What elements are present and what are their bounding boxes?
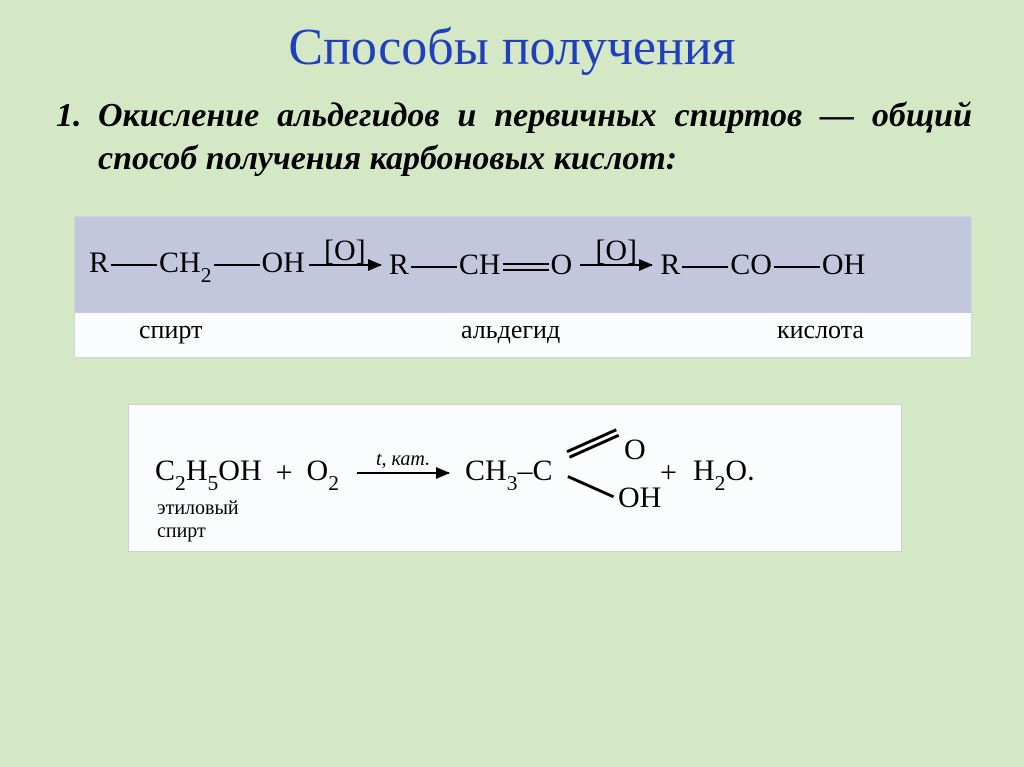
species-labels-row: спирт альдегид кислота [75,313,971,357]
product-acetic-acid: CH3–C O OH [465,439,652,507]
species-aldehyde: RCHO [389,248,572,282]
page-title: Способы получения [34,18,990,77]
reactant-oxygen: O2 [307,454,339,493]
species-label: спирт [139,315,202,345]
reaction-scheme-example: C2H5OH + O2 t, кат. CH3–C O OH + H2O. эт… [128,404,902,552]
arrow-label: [O] [324,234,366,268]
plus-sign: + [660,456,677,490]
list-number: 1. [56,95,82,138]
product-water: H2O. [693,454,755,493]
arrow-label: t, кат. [376,448,430,471]
species-acid: RCOOH [660,248,865,282]
plus-sign: + [276,456,293,490]
arrow-label: [O] [595,234,637,268]
reactant-ethanol: C2H5OH [155,454,262,493]
reaction-arrow: t, кат. [357,472,449,475]
reaction-arrow: [O] [580,264,652,266]
reaction-arrow: [O] [309,264,381,266]
body-text: Окисление альдегидов и первичных спиртов… [98,97,972,177]
reactant-label: этиловый спирт [157,497,239,543]
body-paragraph: 1. Окисление альдегидов и первичных спир… [34,95,990,180]
reaction-scheme-general: RCH2OH [O] RCHO [O] RCOOH спирт альдегид… [74,216,972,358]
reaction-row: RCH2OH [O] RCHO [O] RCOOH [75,217,971,313]
species-label: кислота [777,315,864,345]
species-alcohol: RCH2OH [89,246,305,285]
species-label: альдегид [461,315,560,345]
